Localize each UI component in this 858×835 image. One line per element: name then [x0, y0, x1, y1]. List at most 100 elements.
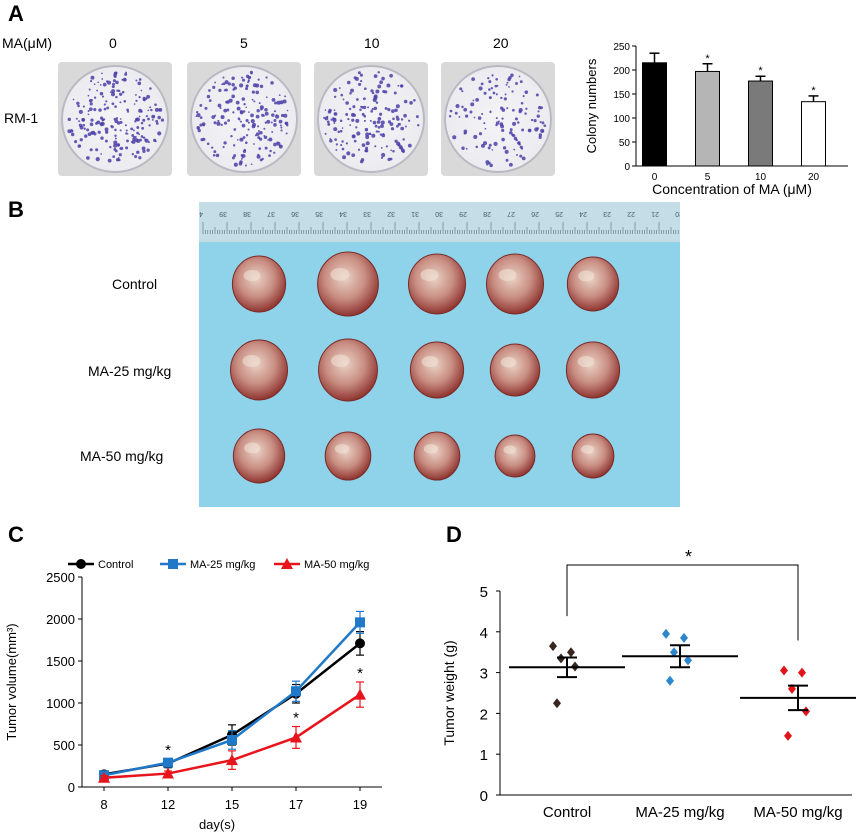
- colony-dot: [97, 81, 99, 84]
- colony-dot: [250, 119, 255, 124]
- colony-dot: [248, 111, 250, 113]
- colony-dot: [538, 133, 543, 137]
- colony-dot: [227, 82, 231, 86]
- colony-dot: [232, 144, 236, 147]
- colony-dot: [250, 113, 254, 118]
- colony-dot: [147, 117, 150, 121]
- ruler-number: 35: [315, 210, 323, 217]
- colony-dot: [337, 130, 341, 134]
- colony-dot: [403, 99, 408, 104]
- ruler-number: 39: [219, 210, 227, 217]
- colony-dot: [233, 162, 238, 167]
- colony-dot: [231, 83, 235, 87]
- colony-dot: [232, 88, 235, 91]
- colony-dot: [483, 91, 487, 95]
- colony-dot: [273, 119, 277, 123]
- colony-dot: [369, 119, 372, 122]
- colony-dot: [280, 113, 285, 118]
- colony-dish-5: [187, 62, 301, 176]
- colony-dot: [461, 90, 464, 93]
- colony-dot: [481, 112, 484, 116]
- colony-dot: [504, 149, 509, 154]
- colony-dot: [124, 72, 128, 76]
- significance-mark: *: [811, 85, 816, 97]
- colony-dot: [333, 112, 336, 115]
- colony-dot: [278, 144, 283, 149]
- colony-dot: [371, 107, 374, 111]
- colony-dot: [543, 124, 547, 128]
- colony-dot: [113, 140, 118, 145]
- y-tick-label: 4: [480, 625, 488, 642]
- colony-dot: [333, 117, 337, 121]
- colony-dot: [365, 135, 370, 140]
- colony-dot: [501, 117, 504, 120]
- colony-dot: [372, 120, 377, 125]
- colony-dot: [213, 150, 217, 154]
- colony-dot: [220, 123, 223, 126]
- colony-dot: [96, 89, 99, 92]
- colony-dot: [118, 92, 123, 96]
- ruler-number: 29: [459, 210, 467, 217]
- x-tick-label: 20: [808, 172, 820, 183]
- colony-dot: [350, 88, 354, 93]
- colony-dot: [122, 77, 127, 82]
- colony-dot: [216, 121, 221, 126]
- colony-dot: [506, 81, 509, 84]
- concentration-10-label: 10: [364, 35, 380, 51]
- colony-dot: [125, 129, 128, 132]
- colony-dot: [138, 95, 141, 99]
- colony-dot: [245, 118, 249, 123]
- ruler-number: 38: [243, 210, 251, 217]
- colony-dot: [415, 115, 419, 119]
- tumor-highlight: [330, 354, 350, 367]
- significance-mark: *: [758, 65, 763, 77]
- ruler-number: 24: [579, 210, 587, 217]
- tumor: [317, 251, 379, 317]
- colony-dot: [492, 91, 496, 95]
- colony-dot: [400, 118, 404, 121]
- colony-dot: [495, 123, 498, 127]
- colony-dot: [214, 81, 217, 84]
- data-point: [780, 665, 788, 676]
- colony-dot: [491, 74, 494, 77]
- colony-dot: [375, 130, 379, 133]
- ruler-number: 37: [267, 210, 275, 217]
- colony-dot: [268, 154, 271, 158]
- colony-dot: [377, 84, 382, 89]
- colony-dot: [250, 163, 253, 165]
- colony-dot: [502, 146, 507, 150]
- data-point: [355, 638, 365, 649]
- colony-dot: [77, 104, 80, 108]
- colony-dot: [245, 84, 249, 88]
- colony-dot: [114, 134, 117, 137]
- x-tick-label: 19: [353, 797, 367, 812]
- colony-dot: [89, 122, 94, 127]
- colony-dot: [145, 115, 149, 118]
- y-tick-label: 0: [68, 780, 75, 795]
- x-tick-label: 8: [100, 797, 107, 812]
- colony-dot: [257, 78, 260, 81]
- colony-dot: [231, 94, 235, 99]
- colony-dot: [349, 91, 352, 95]
- colony-dot: [254, 134, 258, 137]
- colony-dot: [346, 151, 351, 156]
- colony-dot: [459, 87, 463, 91]
- colony-dot: [200, 138, 204, 142]
- colony-dot: [119, 118, 122, 120]
- colony-dot: [490, 87, 494, 90]
- colony-dot: [408, 119, 411, 122]
- colony-dot: [146, 148, 150, 152]
- colony-dot: [364, 87, 367, 90]
- tumor-highlight: [423, 444, 439, 454]
- colony-dot: [267, 139, 269, 141]
- tumor-highlight: [498, 269, 517, 281]
- colony-dot: [101, 119, 104, 122]
- colony-dot: [134, 154, 138, 159]
- colony-dot: [351, 118, 355, 122]
- colony-dot: [125, 146, 129, 150]
- tumor: [571, 433, 615, 479]
- colony-dot: [500, 96, 503, 100]
- colony-dot: [505, 83, 508, 86]
- colony-dot: [211, 146, 214, 149]
- colony-dot: [121, 90, 125, 94]
